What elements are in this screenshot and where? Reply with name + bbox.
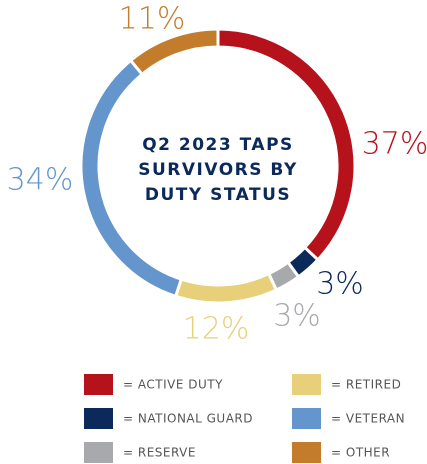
legend-label: = RESERVE — [123, 446, 196, 460]
legend-label: = VETERAN — [331, 412, 405, 426]
legend-swatch — [292, 408, 321, 429]
value-label: 34% — [7, 163, 74, 198]
legend-swatch — [84, 374, 113, 395]
value-label: 12% — [183, 312, 250, 347]
value-label: 11% — [119, 2, 186, 37]
value-label: 3% — [273, 299, 321, 334]
value-label: 3% — [316, 267, 364, 302]
legend-swatch — [292, 442, 321, 463]
legend-swatch — [84, 408, 113, 429]
value-label: 37% — [362, 127, 427, 162]
chart-title: Q2 2023 TAPS SURVIVORS BY DUTY STATUS — [138, 135, 298, 205]
donut-segment — [173, 271, 279, 305]
legend-label: = OTHER — [331, 446, 390, 460]
legend-label: = RETIRED — [331, 378, 401, 392]
legend-swatch — [84, 442, 113, 463]
title-line: SURVIVORS BY — [138, 160, 298, 180]
legend-label: = ACTIVE DUTY — [123, 378, 223, 392]
title-line: DUTY STATUS — [145, 185, 291, 205]
donut-segment — [128, 27, 220, 77]
legend-swatch — [292, 374, 321, 395]
legend-label: = NATIONAL GUARD — [123, 412, 253, 426]
title-line: Q2 2023 TAPS — [142, 135, 294, 155]
